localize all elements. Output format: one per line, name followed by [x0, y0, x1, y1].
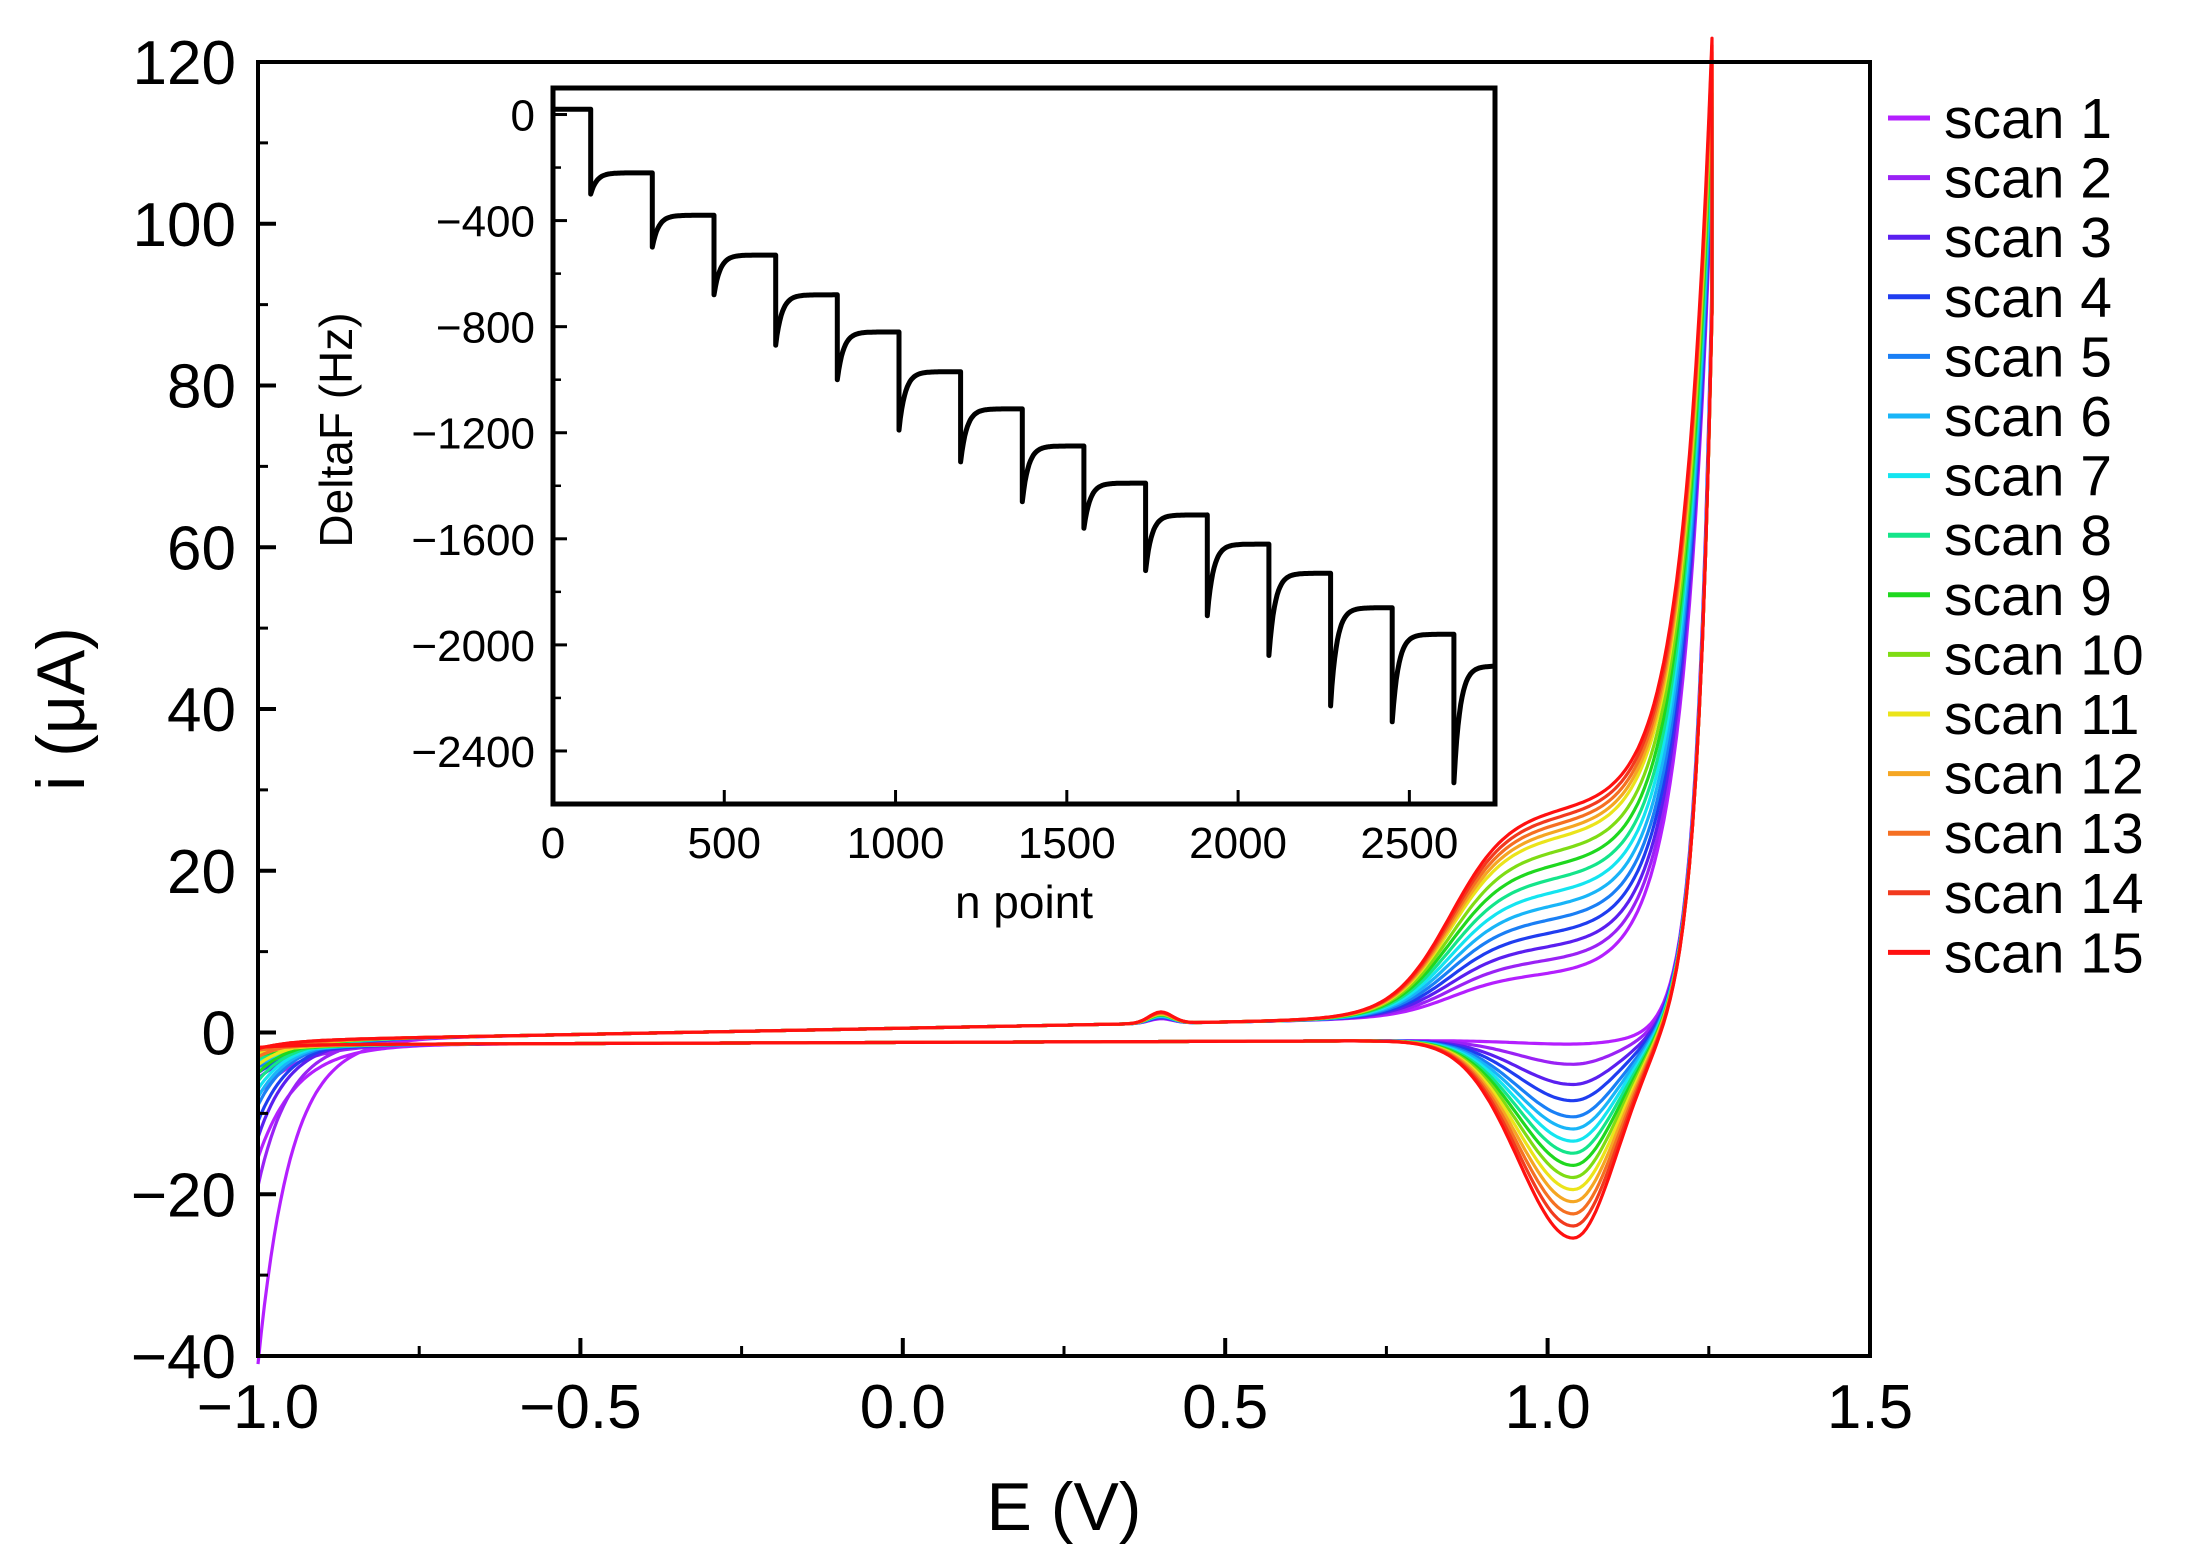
legend-label: scan 3: [1944, 206, 2112, 270]
legend-label: scan 12: [1944, 743, 2144, 807]
main-x-tick-label: 0.5: [1182, 1373, 1268, 1442]
inset-curves: [551, 106, 1497, 786]
main-y-axis-title: i (μA): [23, 627, 99, 791]
legend-label: scan 15: [1944, 921, 2144, 985]
inset-x-tick-label: 500: [688, 819, 761, 868]
main-y-tick-label: 100: [133, 191, 236, 260]
legend-label: scan 10: [1944, 623, 2144, 687]
inset-x-tick-label: 2000: [1189, 819, 1287, 868]
inset-plot: 0 500 1000 1500 2000 2500 0 −400 −800 −1200 −1600…: [310, 85, 1498, 928]
legend-item: scan 10: [1888, 623, 2144, 687]
inset-y-tick-label: −400: [436, 198, 535, 247]
main-y-tick-label: 40: [167, 676, 236, 745]
inset-y-tick-label: −800: [436, 304, 535, 353]
legend-item: scan 2: [1888, 147, 2112, 211]
inset-plot-frame: [550, 85, 1498, 807]
legend-item: scan 8: [1888, 504, 2112, 568]
inset-y-tick-label: −1600: [411, 516, 535, 565]
inset-x-tick-label: 1500: [1018, 819, 1116, 868]
legend-label: scan 2: [1944, 147, 2112, 211]
legend-item: scan 3: [1888, 206, 2112, 270]
legend-item: scan 15: [1888, 921, 2144, 985]
main-y-tick-label: −20: [131, 1161, 236, 1230]
main-x-tick-label: −1.0: [197, 1373, 319, 1442]
legend-label: scan 6: [1944, 385, 2112, 449]
legend-label: scan 14: [1944, 862, 2144, 926]
legend-item: scan 13: [1888, 802, 2144, 866]
main-y-tick-label: 80: [167, 353, 236, 422]
legend-item: scan 12: [1888, 743, 2144, 807]
legend-item: scan 4: [1888, 266, 2112, 330]
legend-item: scan 11: [1888, 683, 2139, 747]
legend-item: scan 6: [1888, 385, 2112, 449]
deltaf-curve: [551, 106, 1497, 786]
main-x-tick-label: 1.0: [1504, 1373, 1590, 1442]
main-curves: [256, 36, 1714, 1365]
inset-x-tick-label: 0: [541, 819, 565, 868]
main-plot: −1.0 −0.5 0.0 0.5 1.0 1.5 −40 −20 0 20 40 60 80 100 1…: [23, 29, 1913, 1545]
main-y-tick-label: −40: [131, 1323, 236, 1392]
legend-label: scan 9: [1944, 564, 2112, 628]
main-y-axis: −40 −20 0 20 40 60 80 100 120: [131, 29, 276, 1392]
main-x-axis-title: E (V): [987, 1469, 1142, 1545]
main-x-tick-label: −0.5: [519, 1373, 641, 1442]
inset-x-tick-label: 2500: [1360, 819, 1458, 868]
legend-label: scan 7: [1944, 445, 2112, 509]
legend-item: scan 7: [1888, 445, 2112, 509]
inset-y-axis-title: DeltaF (Hz): [310, 312, 362, 547]
inset-x-axis: 0 500 1000 1500 2000 2500: [541, 790, 1458, 868]
legend-label: scan 8: [1944, 504, 2112, 568]
inset-y-tick-label: 0: [511, 92, 535, 141]
legend-item: scan 9: [1888, 564, 2112, 628]
main-x-tick-label: 1.5: [1827, 1373, 1913, 1442]
legend-label: scan 4: [1944, 266, 2112, 330]
inset-y-tick-label: −2000: [411, 622, 535, 671]
main-y-tick-label: 0: [202, 1000, 236, 1069]
legend-item: scan 14: [1888, 862, 2144, 926]
main-x-axis: −1.0 −0.5 0.0 0.5 1.0 1.5: [197, 1338, 1913, 1442]
inset-y-axis: 0 −400 −800 −1200 −1600 −2000 −2400: [411, 92, 567, 806]
inset-x-axis-title: n point: [955, 876, 1093, 928]
main-y-tick-label: 120: [133, 29, 236, 98]
main-y-tick-label: 20: [167, 838, 236, 907]
inset-x-tick-label: 1000: [847, 819, 945, 868]
inset-y-tick-label: −2400: [411, 728, 535, 777]
main-y-tick-label: 60: [167, 514, 236, 583]
legend-label: scan 11: [1944, 683, 2139, 747]
main-x-tick-label: 0.0: [860, 1373, 946, 1442]
legend-label: scan 13: [1944, 802, 2144, 866]
legend-label: scan 1: [1944, 87, 2112, 151]
legend-label: scan 5: [1944, 325, 2112, 389]
legend-item: scan 5: [1888, 325, 2112, 389]
legend-item: scan 1: [1888, 87, 2112, 151]
cv-curve-15: [257, 36, 1714, 1240]
inset-y-tick-label: −1200: [411, 410, 535, 459]
